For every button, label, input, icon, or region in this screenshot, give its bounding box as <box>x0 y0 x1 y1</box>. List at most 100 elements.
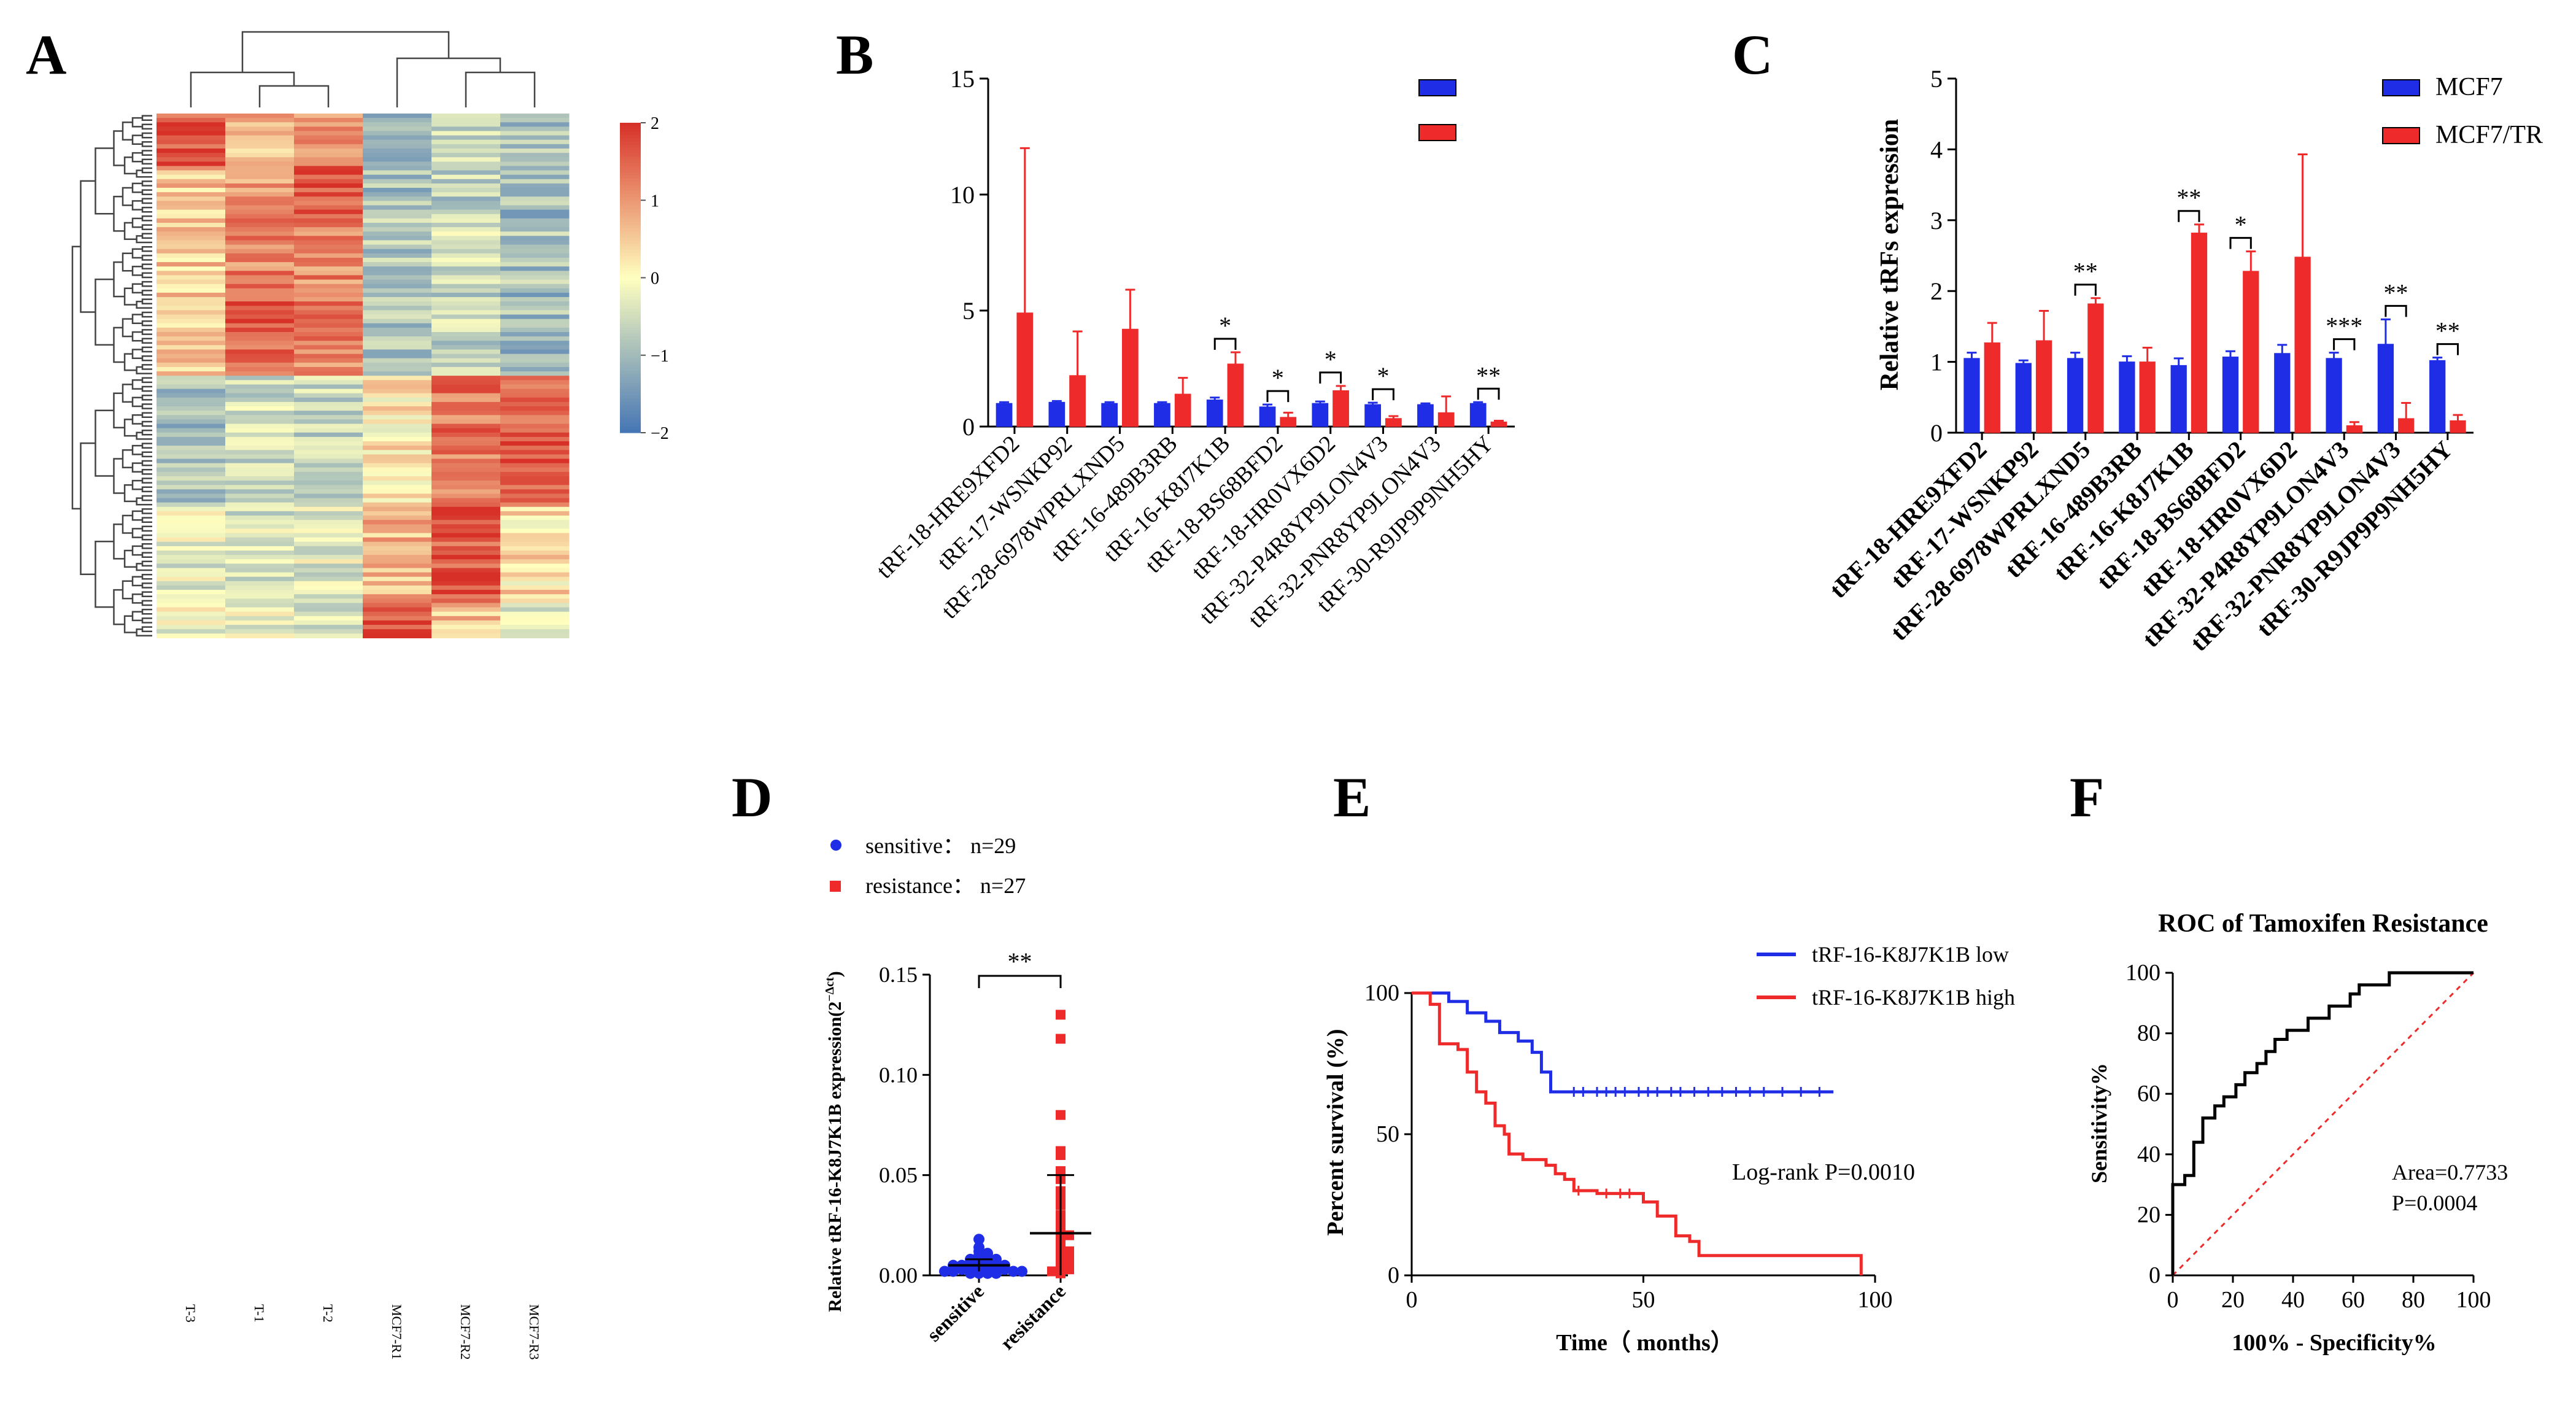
heatmap-cell <box>363 528 432 534</box>
dendro-link <box>122 252 133 272</box>
colorbar-tick-label: 0 <box>651 269 659 288</box>
heatmap-cell <box>431 157 501 162</box>
heatmap-cell <box>363 454 432 460</box>
y-tick-label: 0 <box>962 413 975 441</box>
heatmap-cell <box>431 607 501 613</box>
colorbar-segment <box>620 339 641 344</box>
heatmap-cell <box>294 179 363 184</box>
heatmap-cell <box>294 240 363 245</box>
y-tick-label: 100 <box>2125 960 2160 986</box>
heatmap-cell <box>225 411 295 416</box>
colorbar-segment <box>620 346 641 350</box>
heatmap-cell <box>500 498 570 503</box>
heatmap-cell <box>363 205 432 211</box>
heatmap-cell <box>294 161 363 167</box>
heatmap-cell <box>157 179 226 184</box>
heatmap-cell <box>157 511 226 516</box>
dendro-link <box>131 200 142 211</box>
heatmap-cell <box>225 114 295 118</box>
bar <box>2067 358 2084 433</box>
heatmap-cell <box>294 196 363 201</box>
heatmap-cell <box>500 161 570 167</box>
heatmap-cell <box>157 122 226 127</box>
heatmap-cell <box>294 131 363 136</box>
heatmap-cell <box>500 428 570 433</box>
legend-swatch-mcf7 <box>1418 79 1456 96</box>
heatmap-cell <box>363 450 432 455</box>
dendro-link <box>131 182 142 193</box>
heatmap-cell <box>225 389 295 394</box>
dendro-link <box>141 141 152 147</box>
heatmap-cell <box>363 559 432 564</box>
legend-label-low: tRF-16-K8J7K1B low <box>1812 942 2009 967</box>
heatmap-cell <box>225 301 295 306</box>
heatmap-cell <box>363 541 432 547</box>
dendro-link <box>396 57 501 107</box>
heatmap-cell <box>363 620 432 625</box>
heatmap-cell <box>157 249 226 254</box>
heatmap-cell <box>363 520 432 525</box>
heatmap-cell <box>225 275 295 280</box>
colorbar-segment <box>620 287 641 291</box>
heatmap-cell <box>157 231 226 236</box>
data-point <box>1047 1266 1057 1277</box>
y-tick-label: 100 <box>1364 980 1399 1006</box>
bar <box>1069 375 1086 427</box>
heatmap-cell <box>500 376 570 381</box>
heatmap-cell <box>431 209 501 215</box>
data-point <box>1064 1246 1074 1256</box>
heatmap-cell <box>363 188 432 193</box>
heatmap-cell <box>225 555 295 560</box>
heatmap-cell <box>363 323 432 328</box>
bar <box>1437 412 1455 427</box>
dendro-link <box>136 300 152 309</box>
heatmap-cell <box>225 244 295 250</box>
bar <box>2398 418 2415 433</box>
heatmap-cell <box>294 188 363 193</box>
heatmap-cell <box>500 533 570 538</box>
significance-bracket <box>1477 387 1500 400</box>
heatmap-cell <box>157 271 226 276</box>
heatmap-cell <box>294 192 363 197</box>
heatmap-cell <box>363 170 432 176</box>
heatmap-cell <box>294 481 363 485</box>
heatmap-cell <box>294 288 363 293</box>
heatmap-cell <box>294 366 363 372</box>
heatmap-cell <box>294 625 363 630</box>
bar <box>1154 403 1170 427</box>
heatmap-cell <box>363 327 432 333</box>
heatmap-cell <box>294 411 363 416</box>
colorbar-segment <box>620 284 641 288</box>
dendro-link <box>122 449 133 468</box>
heatmap-cell <box>157 446 226 450</box>
dendro-link <box>141 517 152 523</box>
heatmap-cell <box>225 511 295 516</box>
colorbar-segment <box>620 126 641 130</box>
heatmap-cell <box>294 537 363 543</box>
heatmap-cell <box>294 266 363 271</box>
dendro-link <box>141 132 152 139</box>
heatmap-cell <box>225 131 295 136</box>
heatmap-cell <box>157 284 226 289</box>
heatmap-cell <box>363 481 432 485</box>
heatmap-cell <box>225 249 295 254</box>
y-tick-label: 0.00 <box>879 1263 918 1288</box>
heatmap-cell <box>431 401 501 407</box>
heatmap-cell <box>431 327 501 333</box>
heatmap-cell <box>225 603 295 608</box>
heatmap-cell <box>500 594 570 599</box>
heatmap-cell <box>363 590 432 595</box>
heatmap-cell <box>225 336 295 341</box>
bar <box>2274 353 2291 433</box>
heatmap-cell <box>225 489 295 495</box>
dendro-link <box>141 552 152 558</box>
heatmap-cell <box>431 240 501 245</box>
heatmap-cell <box>500 275 570 280</box>
dendro-link <box>80 442 96 575</box>
heatmap-cell <box>363 380 432 385</box>
heatmap-cell <box>294 358 363 363</box>
heatmap-cell <box>294 572 363 578</box>
heatmap-cell <box>431 341 501 346</box>
heatmap-cell <box>363 118 432 123</box>
heatmap-cell <box>500 502 570 508</box>
